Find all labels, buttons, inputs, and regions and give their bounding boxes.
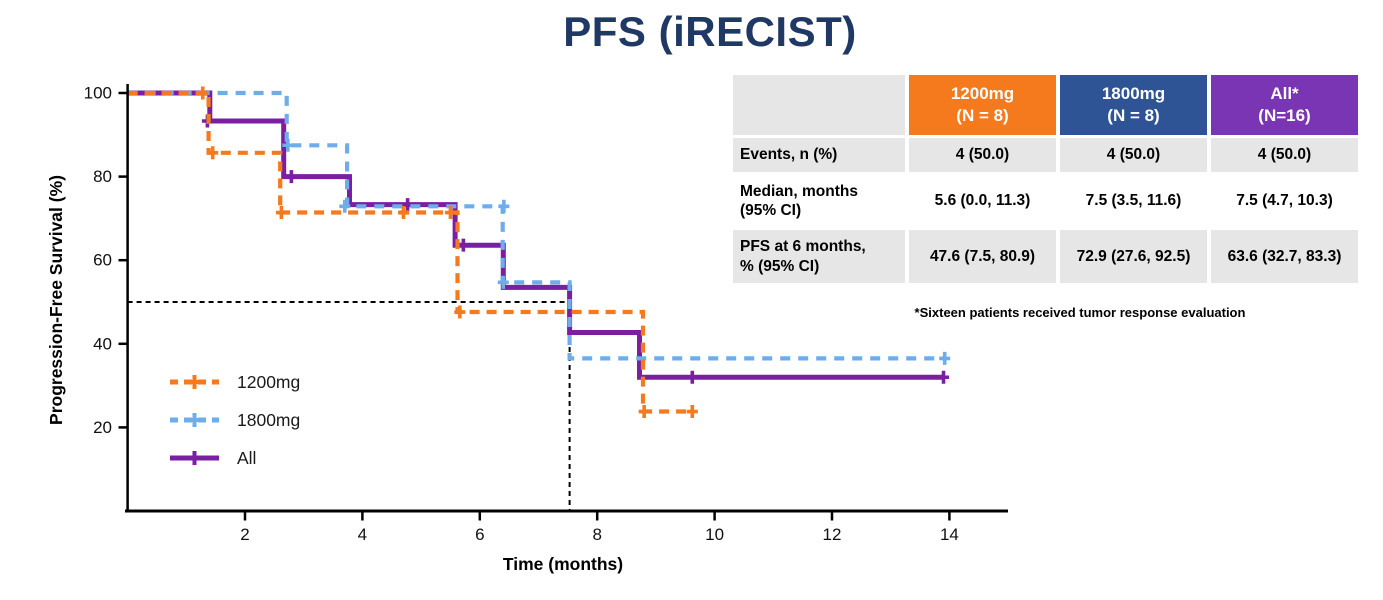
censor-mark-All <box>285 170 297 184</box>
row-label-pfs6: PFS at 6 months, % (95% CI) <box>733 230 905 284</box>
legend-censor-glyph <box>189 451 200 465</box>
y-axis-label: Progression-Free Survival (%) <box>46 175 66 425</box>
events-1800mg: 4 (50.0) <box>1060 138 1207 172</box>
events-1200mg: 4 (50.0) <box>909 138 1056 172</box>
x-tick-label: 8 <box>592 525 601 544</box>
x-tick-label: 6 <box>475 525 484 544</box>
censor-mark-1800mg <box>339 199 351 213</box>
row-label-median: Median, months (95% CI) <box>733 174 905 228</box>
x-tick-label: 14 <box>940 525 959 544</box>
y-tick-label: 60 <box>93 251 112 270</box>
x-tick-label: 10 <box>705 525 724 544</box>
censor-mark-1200mg <box>638 405 650 419</box>
median-1200mg: 5.6 (0.0, 11.3) <box>909 174 1056 228</box>
legend-label: 1200mg <box>237 372 300 392</box>
censor-mark-1800mg <box>939 351 951 365</box>
censor-mark-1200mg <box>444 206 456 220</box>
y-tick-label: 80 <box>93 167 112 186</box>
legend-item-All: All <box>170 448 256 468</box>
censor-mark-1800mg <box>282 138 294 152</box>
table-row-pfs6: PFS at 6 months, % (95% CI) 47.6 (7.5, 8… <box>733 230 1358 284</box>
pfs6-all: 63.6 (32.7, 83.3) <box>1211 230 1358 284</box>
legend-label: All <box>237 448 256 468</box>
median-reference-lines <box>127 301 571 511</box>
table-row-events: Events, n (%) 4 (50.0) 4 (50.0) 4 (50.0) <box>733 138 1358 172</box>
km-plot-svg: 20 40 60 80 100 2 4 6 8 10 12 14 Time (months) Progre… <box>46 84 1008 574</box>
censor-mark-1800mg <box>497 275 509 289</box>
censor-mark-1200mg <box>207 146 219 160</box>
x-tick-label: 2 <box>240 525 249 544</box>
pfs-km-chart: 20 40 60 80 100 2 4 6 8 10 12 14 Time (months) Progre… <box>46 84 1008 574</box>
censor-mark-1200mg <box>275 206 287 220</box>
censor-mark-1200mg <box>397 206 409 220</box>
median-1800mg: 7.5 (3.5, 11.6) <box>1060 174 1207 228</box>
censor-mark-1200mg <box>454 305 466 319</box>
censor-mark-All <box>457 238 469 252</box>
censor-mark-All <box>938 370 950 384</box>
column-header-1200mg: 1200mg (N = 8) <box>909 75 1056 136</box>
pfs6-1800mg: 72.9 (27.6, 92.5) <box>1060 230 1207 284</box>
legend: 1200mg 1800mg All <box>170 372 300 468</box>
summary-table: 1200mg (N = 8) 1800mg (N = 8) All* (N=16… <box>729 72 1362 286</box>
legend-item-1800mg: 1800mg <box>170 410 300 430</box>
legend-item-1200mg: 1200mg <box>170 372 300 392</box>
row-label-events: Events, n (%) <box>733 138 905 172</box>
y-tick-label: 100 <box>84 84 112 103</box>
series-1200mg <box>127 86 698 419</box>
median-all: 7.5 (4.7, 10.3) <box>1211 174 1358 228</box>
legend-censor-glyph <box>189 413 200 427</box>
table-footnote: *Sixteen patients received tumor respons… <box>914 305 1246 320</box>
censor-mark-1200mg <box>197 86 209 100</box>
x-axis-label: Time (months) <box>503 554 623 574</box>
axes: 20 40 60 80 100 2 4 6 8 10 12 14 <box>84 84 1008 544</box>
column-header-all: All* (N=16) <box>1211 75 1358 136</box>
legend-censor-glyph <box>189 375 200 389</box>
page-title: PFS (iRECIST) <box>563 8 857 55</box>
y-tick-label: 20 <box>93 418 112 437</box>
series-All-line <box>127 90 944 380</box>
censor-mark-1800mg <box>498 199 510 213</box>
pfs6-1200mg: 47.6 (7.5, 80.9) <box>909 230 1056 284</box>
series-1800mg <box>127 90 951 365</box>
column-header-1800mg: 1800mg (N = 8) <box>1060 75 1207 136</box>
series-1800mg-line <box>127 90 945 361</box>
censor-mark-All <box>686 370 698 384</box>
censor-mark-1200mg <box>686 405 698 419</box>
legend-label: 1800mg <box>237 410 300 430</box>
corner-cell <box>733 75 905 136</box>
y-tick-label: 40 <box>93 334 112 353</box>
x-tick-label: 12 <box>823 525 842 544</box>
series-1200mg-line <box>127 90 693 414</box>
events-all: 4 (50.0) <box>1211 138 1358 172</box>
x-tick-label: 4 <box>358 525 367 544</box>
table-header-row: 1200mg (N = 8) 1800mg (N = 8) All* (N=16… <box>733 75 1358 136</box>
table-row-median: Median, months (95% CI) 5.6 (0.0, 11.3) … <box>733 174 1358 228</box>
